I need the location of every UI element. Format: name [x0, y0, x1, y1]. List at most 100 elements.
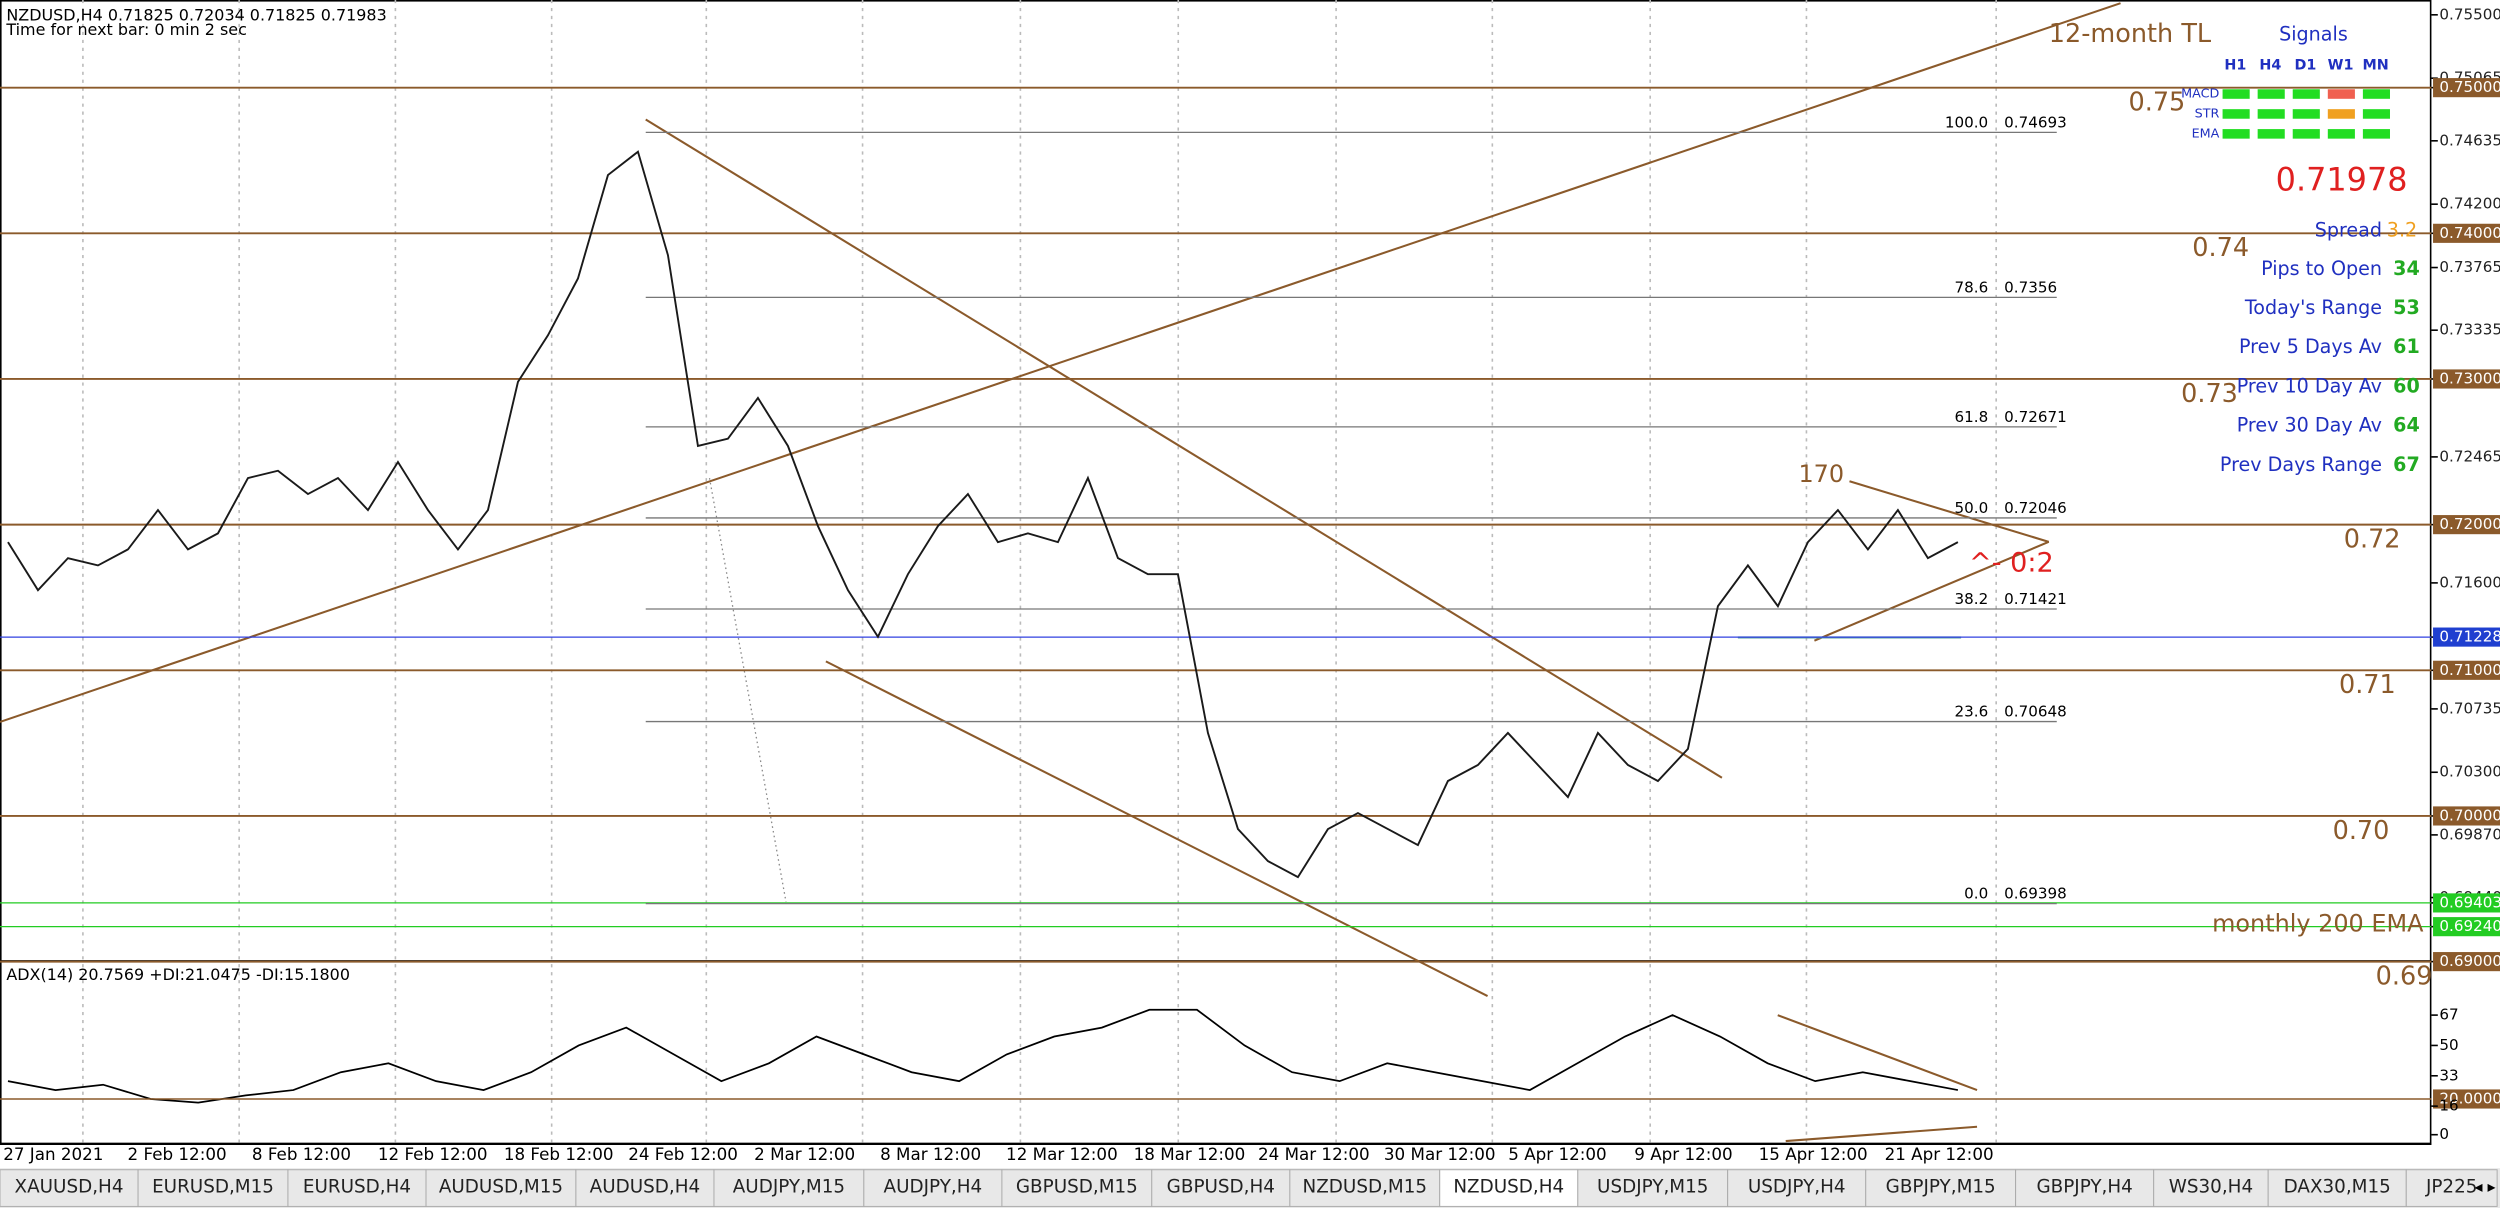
signal-column: H4 — [2259, 57, 2281, 73]
level-label: 0.74 — [2192, 233, 2249, 263]
ema-label: monthly 200 EMA — [2212, 909, 2424, 937]
fib-price: 0.69398 — [2004, 885, 2067, 903]
tab-background[interactable] — [425, 1169, 577, 1207]
tab[interactable]: XAUUSD,H4 — [0, 1169, 139, 1207]
tab[interactable]: EURUSD,H4 — [287, 1169, 427, 1207]
tab[interactable]: AUDJPY,H4 — [863, 1169, 1003, 1207]
signals-title: Signals — [2279, 23, 2348, 46]
tab-label[interactable]: USDJPY,H4 — [1748, 1176, 1846, 1197]
adx-tick-label: 67 — [2439, 1006, 2458, 1024]
tab-label[interactable]: EURUSD,M15 — [152, 1176, 274, 1197]
tab-label[interactable]: GBPUSD,H4 — [1167, 1176, 1275, 1197]
tab[interactable]: GBPUSD,H4 — [1151, 1169, 1291, 1207]
fib-label: 0.0 — [1964, 885, 1988, 903]
live-price: 0.71978 — [2276, 161, 2408, 199]
signal-state — [2257, 129, 2285, 139]
signal-row: MACD — [2181, 87, 2219, 102]
tab-background[interactable] — [1439, 1169, 1579, 1207]
fib-label: 38.2 — [1955, 590, 1989, 608]
price-tick-box — [2433, 369, 2500, 389]
tab[interactable]: AUDUSD,M15 — [425, 1169, 577, 1207]
tab[interactable]: NZDUSD,H4 — [1439, 1169, 1579, 1207]
symbol-line: NZDUSD,H4 0.71825 0.72034 0.71825 0.7198… — [6, 5, 386, 24]
fib-label: 78.6 — [1955, 278, 1989, 296]
trendline — [645, 118, 1723, 779]
tab-background[interactable] — [0, 1169, 139, 1207]
price-tick-box — [2433, 627, 2500, 647]
price-tick-box — [2433, 952, 2500, 972]
signal-state — [2362, 129, 2390, 139]
tab-background[interactable] — [1865, 1169, 2017, 1207]
signal-state — [2327, 129, 2355, 139]
price-tick-label: 0.70300 — [2439, 763, 2500, 781]
level-label: 0.73 — [2181, 379, 2238, 409]
level-label: 0.69 — [2376, 962, 2433, 992]
stat-value: 67 — [2393, 453, 2420, 476]
price-tick-label: 0.74635 — [2439, 131, 2500, 149]
tab-background[interactable] — [713, 1169, 865, 1207]
tab[interactable]: JP225 — [2405, 1169, 2498, 1207]
tab-background[interactable] — [1577, 1169, 1729, 1207]
price-tick-label: 0.70000 — [2439, 806, 2500, 824]
tab[interactable]: WS30,H4 — [2153, 1169, 2269, 1207]
tab[interactable]: DAX30,M15 — [2267, 1169, 2407, 1207]
pips-annotation: 170 — [1798, 460, 1844, 488]
price-tick-label: 0.69240 — [2439, 917, 2500, 935]
price-tick-box — [2433, 78, 2500, 98]
tab[interactable]: NZDUSD,M15 — [1289, 1169, 1441, 1207]
tab-label[interactable]: GBPUSD,M15 — [1016, 1176, 1138, 1197]
tab-label[interactable]: EURUSD,H4 — [303, 1176, 411, 1197]
tab-background[interactable] — [2015, 1169, 2155, 1207]
tab-background[interactable] — [287, 1169, 427, 1207]
tab-label[interactable]: AUDUSD,H4 — [590, 1176, 701, 1197]
tab-background[interactable] — [1151, 1169, 1291, 1207]
fib-price: 0.72046 — [2004, 499, 2067, 517]
tab-label[interactable]: NZDUSD,H4 — [1453, 1176, 1564, 1197]
tab-label[interactable]: AUDJPY,H4 — [884, 1176, 983, 1197]
price-tick-label: 0.71228 — [2439, 628, 2500, 646]
price-tick-label: 0.73000 — [2439, 369, 2500, 387]
signal-column: MN — [2363, 57, 2389, 73]
tab-label[interactable]: WS30,H4 — [2169, 1176, 2253, 1197]
tab-label[interactable]: XAUUSD,H4 — [15, 1176, 124, 1197]
tab-background[interactable] — [2153, 1169, 2269, 1207]
tab-background[interactable] — [863, 1169, 1003, 1207]
price-tick-label: 0.71600 — [2439, 573, 2500, 591]
tab-label[interactable]: GBPJPY,H4 — [2036, 1176, 2132, 1197]
trendline-label: 12-month TL — [2049, 19, 2212, 49]
signal-state — [2257, 109, 2285, 119]
tab[interactable]: EURUSD,M15 — [137, 1169, 289, 1207]
tab-label[interactable]: GBPJPY,M15 — [1886, 1176, 1996, 1197]
tab[interactable]: USDJPY,H4 — [1727, 1169, 1867, 1207]
tab[interactable]: GBPJPY,H4 — [2015, 1169, 2155, 1207]
tab-label[interactable]: USDJPY,M15 — [1597, 1176, 1708, 1197]
tab-label[interactable]: AUDJPY,M15 — [733, 1176, 845, 1197]
date-label: 24 Mar 12:00 — [1258, 1144, 1370, 1164]
date-label: 12 Feb 12:00 — [378, 1144, 488, 1164]
tab[interactable]: AUDJPY,M15 — [713, 1169, 865, 1207]
tab-background[interactable] — [2267, 1169, 2407, 1207]
bar-timer: Time for next bar: 0 min 2 sec — [5, 20, 246, 39]
trendline — [1814, 540, 2050, 642]
stat-value: 34 — [2393, 257, 2420, 280]
tab[interactable]: USDJPY,M15 — [1577, 1169, 1729, 1207]
signal-row: STR — [2195, 106, 2220, 121]
tab-label[interactable]: AUDUSD,M15 — [439, 1176, 563, 1197]
tab-label[interactable]: DAX30,M15 — [2284, 1176, 2391, 1197]
tab-scroll[interactable]: ◂ ▸ — [2474, 1177, 2495, 1196]
tab-background[interactable] — [1001, 1169, 1153, 1207]
signal-state — [2222, 89, 2250, 99]
tab-label[interactable]: NZDUSD,M15 — [1303, 1176, 1428, 1197]
tab-background[interactable] — [2405, 1169, 2498, 1207]
tab[interactable]: GBPUSD,M15 — [1001, 1169, 1153, 1207]
tab-background[interactable] — [1289, 1169, 1441, 1207]
tab[interactable]: GBPJPY,M15 — [1865, 1169, 2017, 1207]
adx-tick-label: 20.0000 — [2439, 1089, 2500, 1107]
stat-value: 61 — [2393, 335, 2420, 358]
date-label: 18 Feb 12:00 — [504, 1144, 614, 1164]
tab[interactable]: AUDUSD,H4 — [575, 1169, 715, 1207]
tab-label[interactable]: JP225 — [2425, 1176, 2477, 1197]
price-tick-box — [2433, 893, 2500, 913]
